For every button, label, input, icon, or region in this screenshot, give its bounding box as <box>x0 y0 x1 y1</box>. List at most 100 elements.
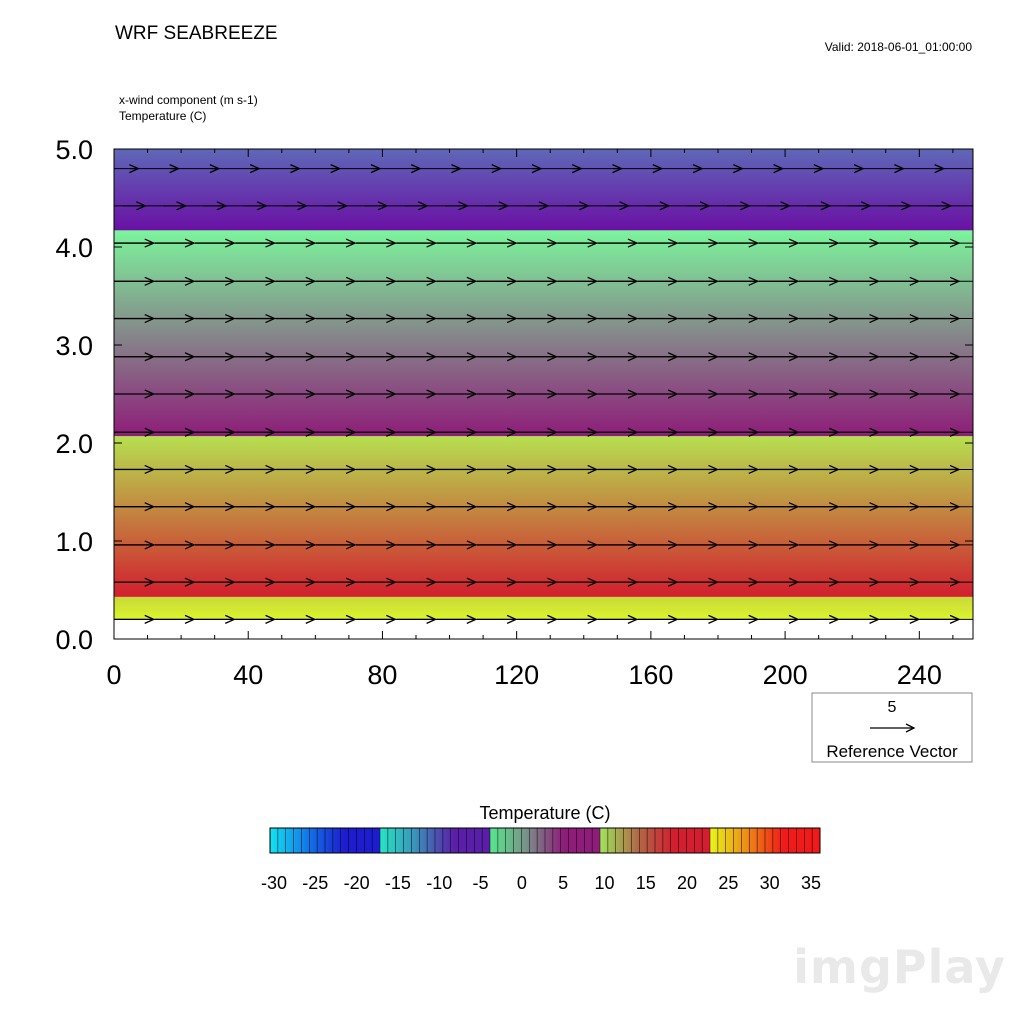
wind-vector-head <box>426 276 438 286</box>
colorbar-tick-label: 35 <box>801 873 821 893</box>
wind-vector-head <box>386 238 397 248</box>
field-label-wind: x-wind component (m s-1) <box>119 93 258 107</box>
chart-header: WRF SEABREEZE Valid: 2018-06-01_01:00:00… <box>115 23 972 123</box>
wind-vector-head <box>788 276 800 286</box>
wind-vector-head <box>748 276 760 286</box>
wind-vector-head <box>386 313 397 324</box>
wind-vector-head <box>305 540 317 550</box>
wind-vector-head <box>659 201 671 211</box>
wind-vector-head <box>410 164 422 174</box>
wind-vector-head <box>949 352 961 362</box>
wind-vector-head <box>547 540 558 550</box>
wind-vector-head <box>788 352 800 362</box>
wind-vector-head <box>256 201 268 211</box>
wind-vector-head <box>708 464 720 475</box>
wind-vector-head <box>627 464 639 475</box>
wind-vector-head <box>466 389 478 399</box>
wind-vector-head <box>788 614 800 624</box>
colorbar-tick-label: 5 <box>558 873 568 893</box>
reference-vector-box: 5 Reference Vector <box>811 692 973 763</box>
wind-vector-head <box>506 276 518 286</box>
wind-vector-head <box>869 389 881 399</box>
colorbar-tick-label: 15 <box>636 873 656 893</box>
wind-vector-head <box>184 238 196 248</box>
colorbar-segment <box>673 828 711 853</box>
wind-vector-head <box>466 540 478 550</box>
y-tick-label: 4.0 <box>55 233 93 263</box>
wind-vector-head <box>587 464 599 475</box>
wind-vector-head <box>667 427 679 437</box>
wind-vector-head <box>297 201 308 211</box>
wind-vector-head <box>386 540 397 550</box>
wind-vector-head <box>144 389 156 399</box>
wind-vector-head <box>144 313 156 324</box>
colorbar-tick-label: -20 <box>344 873 370 893</box>
wind-vector-head <box>345 313 357 324</box>
wind-vector-head <box>788 389 800 399</box>
wind-vector-head <box>587 352 599 362</box>
wind-vector-head <box>587 577 599 587</box>
y-tick-label: 0.0 <box>55 625 93 655</box>
colorbar-segment <box>490 828 528 853</box>
wind-vector-head <box>627 238 639 248</box>
wind-vector-head <box>627 540 639 550</box>
wind-vector-head <box>144 577 156 587</box>
wind-vector-head <box>466 238 478 248</box>
wind-vector-head <box>265 577 277 587</box>
wind-vector-head <box>773 164 785 174</box>
wind-vector-head <box>386 577 397 587</box>
wind-vector-head <box>828 502 840 512</box>
wind-vector-head <box>627 276 639 286</box>
wind-vector-head <box>305 276 317 286</box>
y-tick-label: 1.0 <box>55 527 93 557</box>
wind-vector-head <box>934 164 946 174</box>
wind-vector-head <box>813 164 825 174</box>
x-tick-label: 240 <box>897 660 942 690</box>
wind-vector-head <box>345 540 357 550</box>
wind-vectors <box>114 164 973 624</box>
colorbar-segment <box>270 828 308 853</box>
wind-vector-head <box>144 276 156 286</box>
wind-vector-head <box>426 502 438 512</box>
wind-vector-head <box>909 352 921 362</box>
wind-vector-head <box>547 352 558 362</box>
wind-vector-head <box>386 389 397 399</box>
x-tick-label: 160 <box>628 660 673 690</box>
colorbar-tick-label: 30 <box>760 873 780 893</box>
wind-vector-head <box>305 577 317 587</box>
wind-vector-head <box>869 614 881 624</box>
wind-vector-head <box>667 313 679 324</box>
colorbar-tick-label: -25 <box>302 873 328 893</box>
temperature-band <box>114 149 973 231</box>
wind-vector-head <box>184 577 196 587</box>
wind-vector-head <box>345 464 357 475</box>
wind-vector-head <box>345 276 357 286</box>
wind-vector-head <box>225 614 236 624</box>
wind-vector-head <box>305 502 317 512</box>
wind-vector-head <box>265 427 277 437</box>
wind-vector-head <box>667 614 679 624</box>
wind-vector-head <box>788 502 800 512</box>
colorbar-tick-labels: -30 -25 -20 -15 -10 -5 0 5 10 15 20 25 30 35 <box>261 873 821 893</box>
wind-vector-head <box>748 577 760 587</box>
wind-vector-head <box>547 464 558 475</box>
wind-vector-head <box>828 577 840 587</box>
wind-vector-head <box>216 201 228 211</box>
wind-vector-head <box>144 352 156 362</box>
wind-vector-head <box>249 164 261 174</box>
wind-vector-head <box>265 389 277 399</box>
wind-vector-head <box>708 614 720 624</box>
wind-vector-head <box>265 238 277 248</box>
wind-vector-head <box>708 276 720 286</box>
wind-vector-head <box>699 201 711 211</box>
wind-vector-head <box>466 276 478 286</box>
wind-vector-head <box>305 464 317 475</box>
wind-vector-head <box>498 201 510 211</box>
wind-vector-head <box>176 201 188 211</box>
wind-vector-head <box>265 540 277 550</box>
wind-vector-head <box>225 464 236 475</box>
wind-vector-head <box>547 427 558 437</box>
wind-vector-head <box>740 201 751 211</box>
wind-vector-head <box>386 427 397 437</box>
